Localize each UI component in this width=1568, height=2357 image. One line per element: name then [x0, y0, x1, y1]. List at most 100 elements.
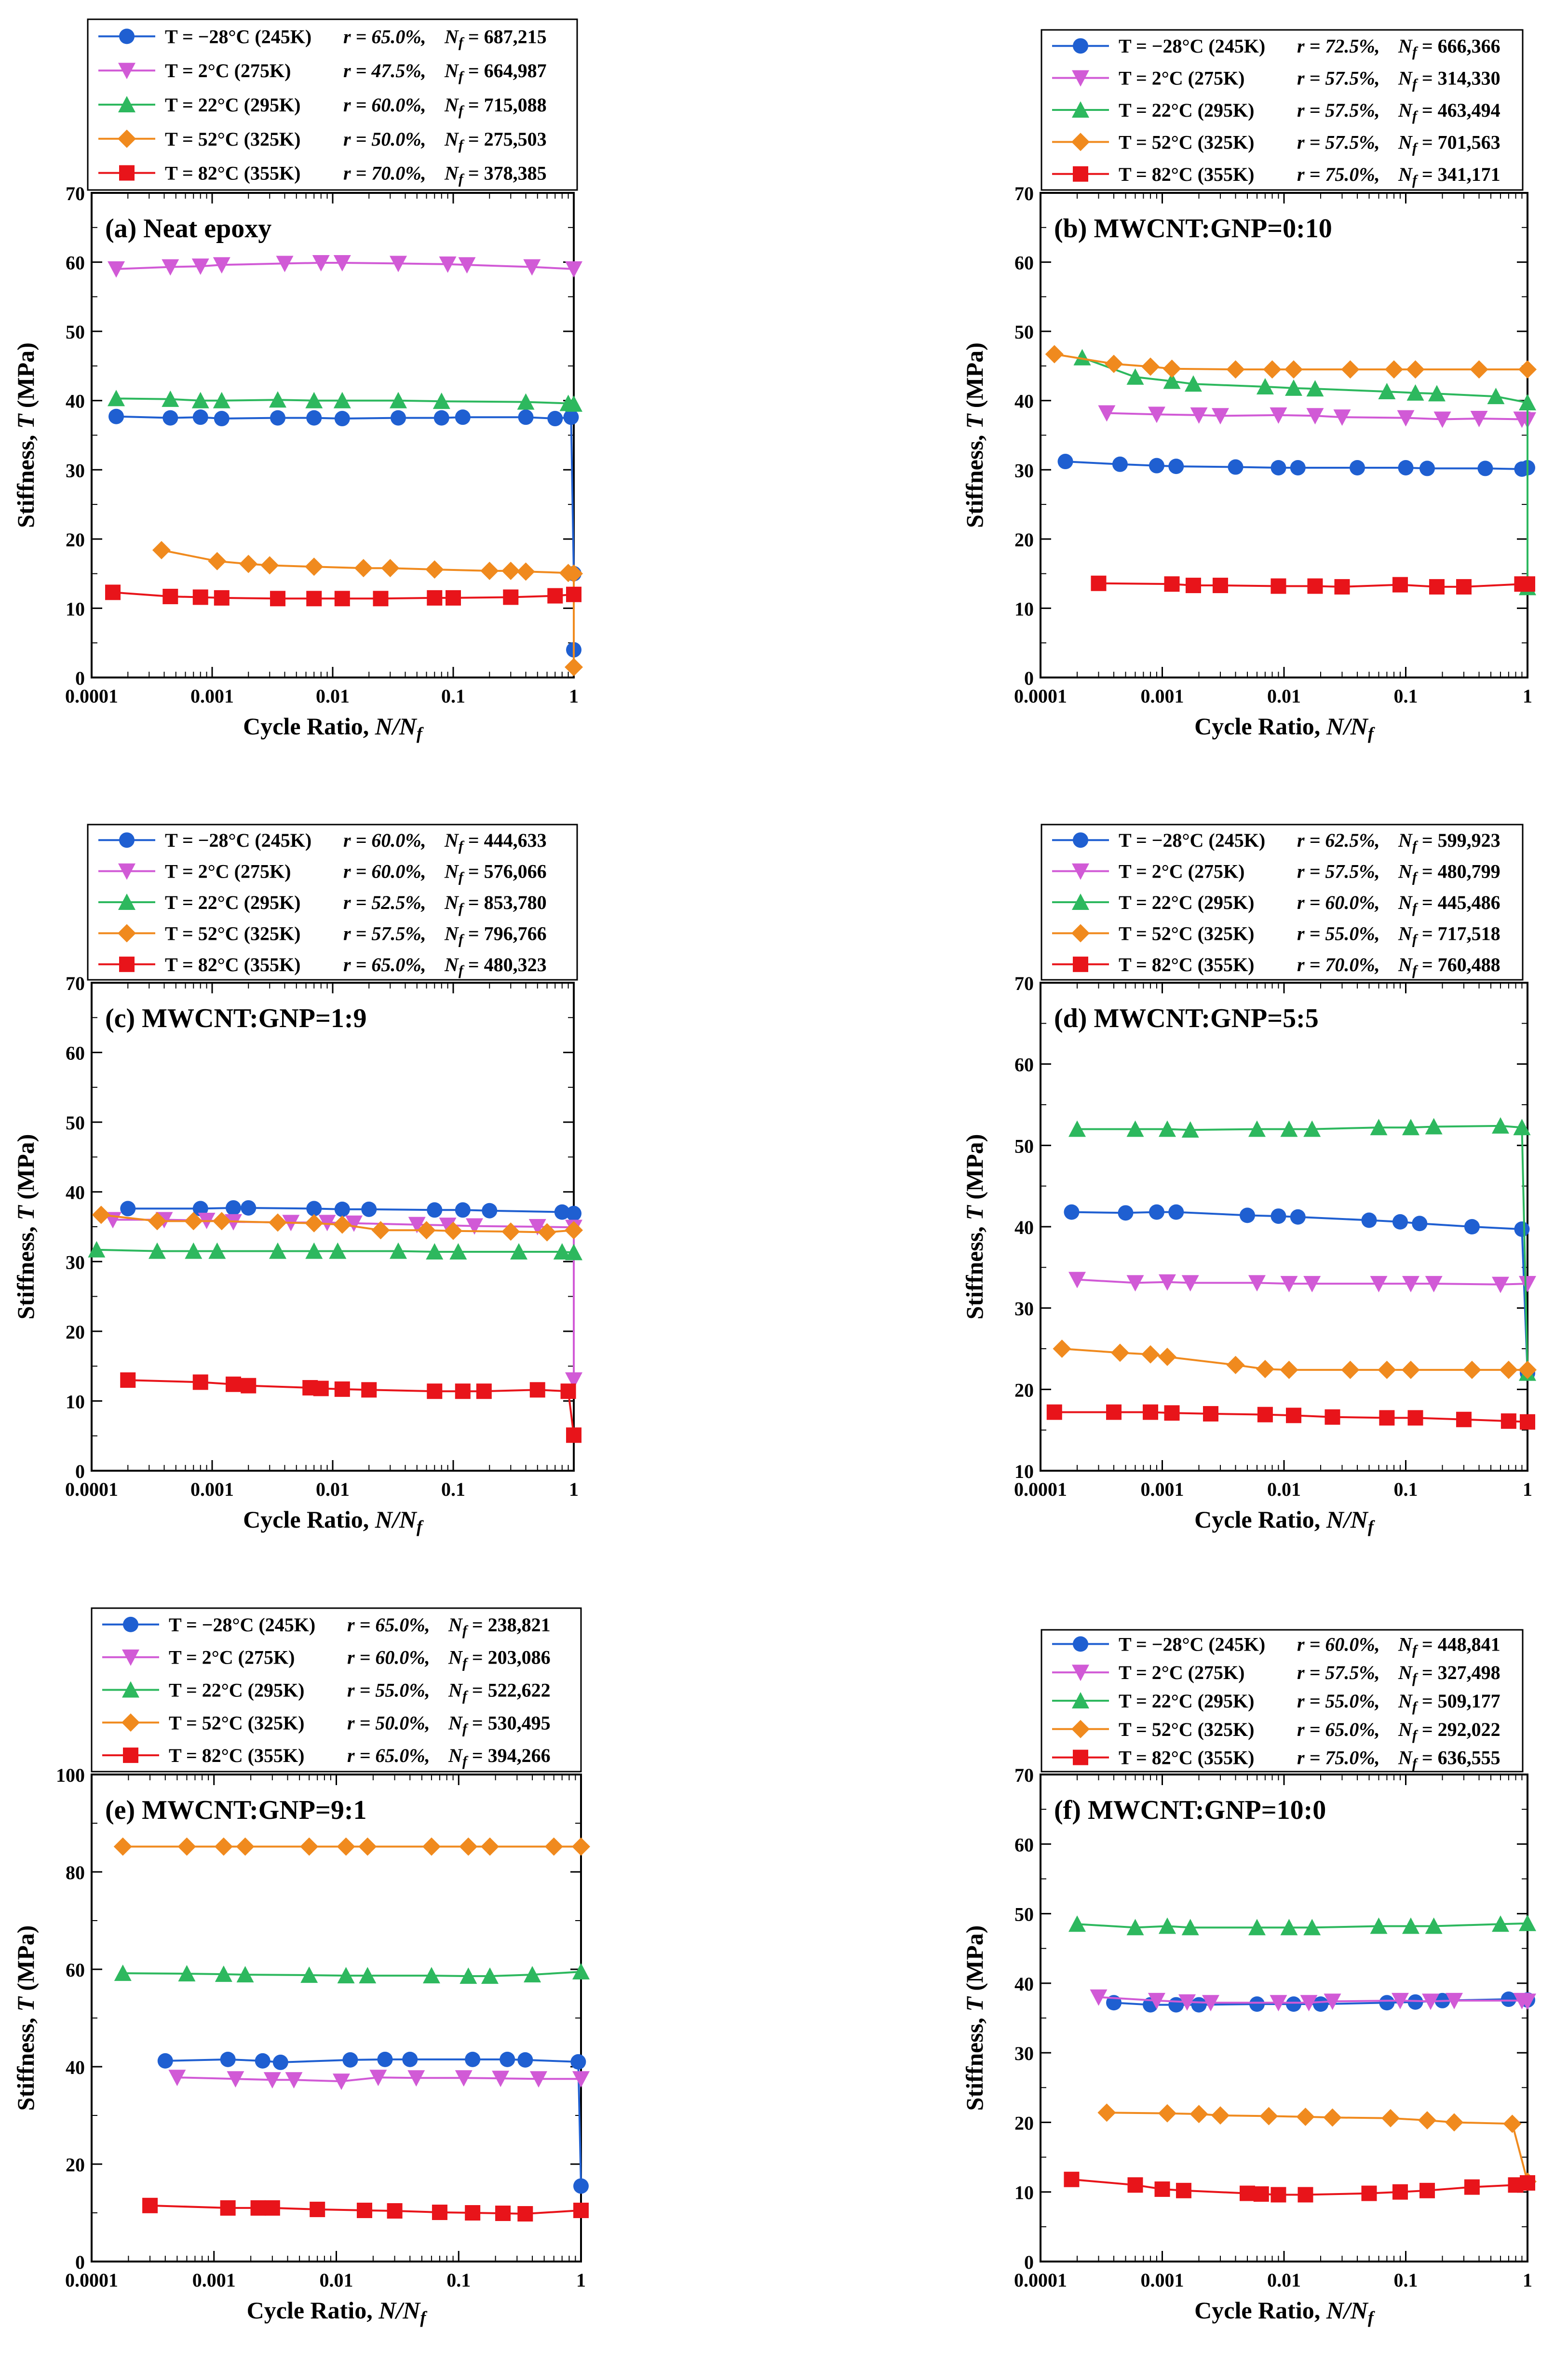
legend-nf-value: = 203,086 — [467, 1647, 551, 1668]
data-point-s1-1 — [1148, 406, 1165, 423]
data-point-s3-9 — [1445, 2113, 1463, 2132]
data-point-s2-10 — [1487, 388, 1505, 405]
legend-marker — [122, 1649, 139, 1666]
data-point-s4-7 — [361, 1382, 377, 1398]
panel-title: (d) MWCNT:GNP=5:5 — [1054, 1003, 1319, 1033]
series-line-2 — [116, 397, 574, 405]
data-point-s2-3 — [1184, 375, 1202, 392]
legend-ratio: r = 60.0%, — [343, 829, 426, 851]
data-point-s4-13 — [1520, 2175, 1535, 2191]
data-point-s0-5 — [1271, 1208, 1286, 1224]
legend-nf: Nf = 687,215 — [444, 26, 547, 50]
data-point-s2-4 — [269, 391, 287, 408]
data-point-s4-0 — [1064, 2171, 1080, 2187]
data-point-s4-8 — [427, 590, 443, 606]
x-tick-label: 0.0001 — [1014, 2269, 1067, 2291]
data-point-s3-9 — [444, 1221, 462, 1240]
data-point-s0-3 — [214, 411, 230, 427]
data-point-s2-11 — [553, 1243, 571, 1260]
legend-nf: Nf = 636,555 — [1398, 1747, 1500, 1772]
legend-marker — [118, 924, 136, 943]
series-line-0 — [1071, 1211, 1528, 1373]
y-tick-label: 10 — [1014, 1461, 1034, 1482]
legend-marker — [1072, 894, 1089, 910]
data-point-s1-7 — [1391, 1992, 1409, 2009]
data-point-s0-5 — [377, 2051, 393, 2067]
legend-nf: Nf = 314,330 — [1398, 68, 1500, 92]
data-point-s0-3 — [1168, 1204, 1184, 1220]
data-point-s4-9 — [1456, 579, 1472, 595]
legend-ratio: r = 72.5%, — [1297, 35, 1380, 57]
legend-temperature: T = 82°C (355K) — [1119, 163, 1254, 185]
y-tick-label: 20 — [1014, 2112, 1034, 2134]
data-point-s0-4 — [306, 1201, 322, 1217]
data-point-s4-2 — [1143, 1404, 1159, 1420]
legend-box — [87, 18, 578, 191]
data-point-s1-3 — [213, 257, 230, 274]
data-point-s4-4 — [310, 2201, 325, 2217]
data-point-s2-9 — [1425, 1118, 1443, 1135]
legend-temperature: T = −28°C (245K) — [1119, 1633, 1265, 1655]
chart-panel-0: T = −28°C (245K) r = 65.0%, Nf = 687,215 T … — [12, 18, 583, 743]
data-point-s1-9 — [1445, 1992, 1463, 2009]
data-point-s3-12 — [1518, 1360, 1537, 1379]
data-point-s3-10 — [544, 1837, 563, 1856]
data-point-s3-8 — [1418, 2111, 1436, 2130]
y-axis-label: Stiffness, T (MPa) — [12, 1925, 39, 2111]
y-axis-label: Stiffness, T (MPa) — [12, 342, 39, 528]
y-tick-label: 0 — [75, 1461, 85, 1482]
data-point-s4-12 — [566, 586, 581, 602]
legend-temperature: T = 52°C (325K) — [165, 922, 300, 944]
y-tick-label: 70 — [1014, 183, 1034, 204]
legend-nf: Nf = 292,022 — [1398, 1719, 1500, 1743]
y-tick-label: 60 — [66, 1043, 85, 1064]
legend-temperature: T = 2°C (275K) — [165, 60, 291, 81]
data-point-s2-0 — [108, 390, 125, 406]
y-tick-label: 50 — [66, 1112, 85, 1134]
data-point-s0-3 — [1168, 459, 1184, 474]
data-point-s4-1 — [220, 2200, 236, 2216]
data-point-s4-0 — [120, 1372, 136, 1388]
legend-marker — [1071, 924, 1090, 943]
data-point-s4-2 — [1154, 2181, 1170, 2197]
data-point-s0-6 — [1290, 1209, 1306, 1225]
data-point-s0-8 — [433, 410, 449, 426]
data-point-s0-12 — [563, 409, 579, 425]
legend-marker — [123, 1616, 138, 1632]
legend-temperature: T = 2°C (275K) — [169, 1647, 295, 1668]
y-tick-label: 60 — [1014, 1054, 1034, 1076]
legend-marker — [1073, 956, 1088, 972]
legend-temperature: T = 22°C (295K) — [1119, 99, 1254, 121]
x-tick-label: 0.001 — [1141, 2269, 1184, 2291]
data-point-s4-11 — [1500, 1413, 1516, 1429]
series-line-1 — [113, 1219, 575, 1381]
x-tick-label: 0.01 — [1267, 1478, 1301, 1500]
data-point-s0-9 — [1419, 461, 1435, 476]
data-point-s3-6 — [1280, 1360, 1298, 1379]
data-point-s3-8 — [480, 561, 499, 580]
data-point-s4-10 — [1419, 2182, 1435, 2198]
legend-temperature: T = 2°C (275K) — [1119, 68, 1244, 89]
y-tick-label: 40 — [66, 391, 85, 412]
series-line-3 — [1107, 2112, 1528, 2182]
data-point-s3-0 — [1053, 1340, 1071, 1358]
data-point-s1-5 — [1300, 1995, 1318, 2012]
data-point-s1-5 — [312, 255, 330, 272]
data-point-s3-12 — [565, 1221, 583, 1240]
data-point-s0-1 — [162, 410, 178, 426]
data-point-s2-2 — [191, 392, 209, 408]
legend-nf-value: = 701,563 — [1417, 131, 1500, 153]
data-point-s3-7 — [1381, 2109, 1400, 2127]
legend-nf-value: = 480,799 — [1417, 861, 1500, 882]
x-tick-label: 0.1 — [1394, 685, 1418, 707]
x-axis-label: Cycle Ratio, N/Nf — [243, 713, 424, 743]
data-point-s0-2 — [1149, 1204, 1164, 1220]
data-point-s4-0 — [1046, 1404, 1062, 1420]
data-point-s1-7 — [1370, 1276, 1388, 1293]
data-point-s4-5 — [1307, 578, 1323, 594]
data-point-s1-10 — [572, 2071, 590, 2088]
data-point-s4-4 — [1271, 578, 1286, 594]
legend-ratio: r = 57.5%, — [1297, 99, 1380, 121]
data-point-s3-6 — [358, 1837, 377, 1856]
x-tick-label: 1 — [1523, 2269, 1532, 2291]
